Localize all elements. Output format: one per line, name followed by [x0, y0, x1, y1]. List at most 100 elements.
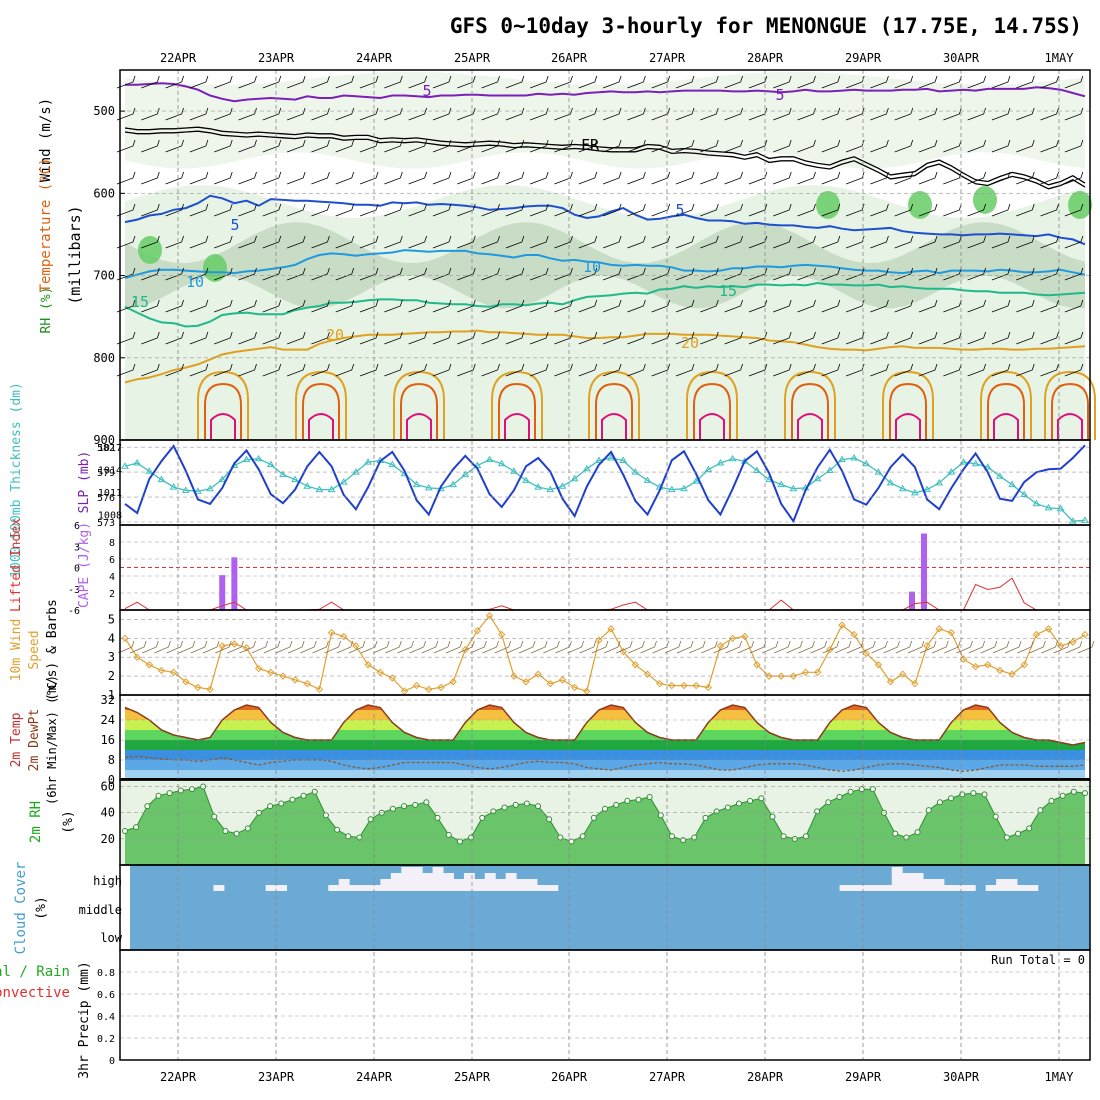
wind-barb	[943, 107, 962, 121]
thickness-point	[121, 462, 129, 469]
wind-barb-shaft	[214, 267, 233, 281]
wind-barb	[627, 267, 646, 281]
y-tick-precip: 0.2	[97, 1034, 115, 1045]
wind-barb-shaft	[335, 139, 355, 153]
wind-speed-point	[692, 681, 700, 690]
wind-barb	[189, 75, 209, 89]
wind-barb	[141, 331, 160, 345]
wind-barb-shaft	[116, 75, 136, 89]
wind-barb	[408, 299, 428, 313]
wind-barb-shaft	[311, 107, 330, 121]
wind-barb-shaft	[457, 299, 476, 313]
wind-barb	[578, 203, 598, 217]
wind-barb	[408, 107, 428, 121]
wind-barb	[1016, 331, 1035, 345]
wind-barb	[675, 171, 695, 185]
wind-barb	[602, 331, 622, 345]
thickness-point	[339, 478, 348, 485]
wind-barb-10m	[421, 640, 439, 654]
wind-barb	[481, 363, 500, 377]
wind-barb	[384, 139, 403, 153]
wind-barb	[578, 107, 598, 121]
wind-barb	[773, 235, 792, 249]
wind-barb	[773, 299, 792, 313]
temp-band	[125, 760, 1085, 770]
thickness-point	[461, 470, 470, 478]
wind-barb	[700, 299, 719, 313]
wind-barb	[797, 139, 816, 153]
wind-barb	[991, 107, 1011, 121]
temperature-contour	[124, 281, 1086, 328]
date-label-bottom: 23APR	[258, 1070, 295, 1084]
wind-barb-shaft	[335, 235, 355, 249]
wind-barb-shaft	[1040, 267, 1059, 281]
wind-barb	[530, 267, 549, 281]
wind-barb	[602, 267, 622, 281]
rh-point	[133, 824, 140, 831]
wind-barb-shaft	[359, 331, 379, 345]
rh-point	[401, 803, 408, 810]
wind-barb	[651, 267, 671, 281]
thickness-point	[582, 464, 591, 472]
wind-barb-shaft	[748, 139, 768, 153]
wind-barb-shaft	[432, 139, 452, 153]
wind-barb-shaft	[1040, 139, 1059, 153]
rh-point	[233, 830, 240, 837]
wind-barb-shaft	[286, 235, 306, 249]
date-label-top: 29APR	[845, 51, 882, 65]
wind-barb-shaft	[530, 363, 549, 377]
axis-label-wind10-speed: Speed	[27, 630, 42, 669]
wind-barb	[481, 299, 500, 313]
wind-barb	[214, 203, 233, 217]
wind-barb	[894, 75, 914, 89]
wind-barb-shaft	[554, 107, 573, 121]
wind-barb	[675, 299, 695, 313]
thickness-point	[352, 468, 360, 475]
wind-speed-point	[850, 630, 858, 639]
wind-barb-shaft	[991, 171, 1011, 185]
wind-barb	[748, 363, 768, 377]
wind-barb-shaft	[384, 363, 403, 377]
temp-band	[125, 740, 1085, 750]
wind-barb-shaft	[238, 267, 257, 281]
wind-barb-shaft	[238, 299, 257, 313]
wind-barb-10m	[1004, 640, 1022, 654]
wind-barb-shaft	[505, 363, 525, 377]
wind-barb-shaft	[821, 267, 841, 281]
wind-barb-shaft	[845, 107, 865, 121]
wind-barb-shaft	[238, 171, 257, 185]
wind-barb-shaft	[578, 235, 598, 249]
rh-point	[825, 799, 832, 806]
wind-barb	[141, 139, 160, 153]
wind-barb-shaft	[602, 363, 622, 377]
wind-barb-shaft	[554, 267, 573, 281]
rh-point	[847, 788, 854, 795]
wind-barb	[165, 363, 184, 377]
wind-barb	[602, 107, 622, 121]
temp-band	[125, 750, 1085, 760]
wind-barb	[116, 299, 136, 313]
cloud-high-gap	[484, 873, 496, 891]
wind-barb	[845, 363, 865, 377]
thickness-point	[862, 459, 871, 467]
wind-barb	[700, 267, 719, 281]
temperature-contour-30	[308, 413, 334, 440]
wind-barb	[286, 235, 306, 249]
wind-speed-point	[996, 666, 1004, 675]
wind-barb-shaft	[797, 331, 816, 345]
wind-speed-point	[753, 661, 761, 669]
y-tick-thickness: 579	[97, 468, 115, 479]
wind-speed-point	[352, 642, 360, 650]
wind-barb-shaft	[748, 75, 768, 89]
wind-barb-shaft	[457, 203, 476, 217]
wind-barb-shaft	[408, 299, 428, 313]
temperature-contour-25	[987, 382, 1025, 440]
wind-speed-point	[133, 653, 141, 661]
rh-point	[970, 790, 977, 797]
wind-barb	[505, 235, 525, 249]
cloud-high-gap	[265, 885, 277, 891]
temperature-contour-30	[797, 413, 823, 440]
wind-barb	[311, 171, 330, 185]
wind-barb-shaft	[894, 171, 914, 185]
rh-point	[535, 803, 542, 810]
